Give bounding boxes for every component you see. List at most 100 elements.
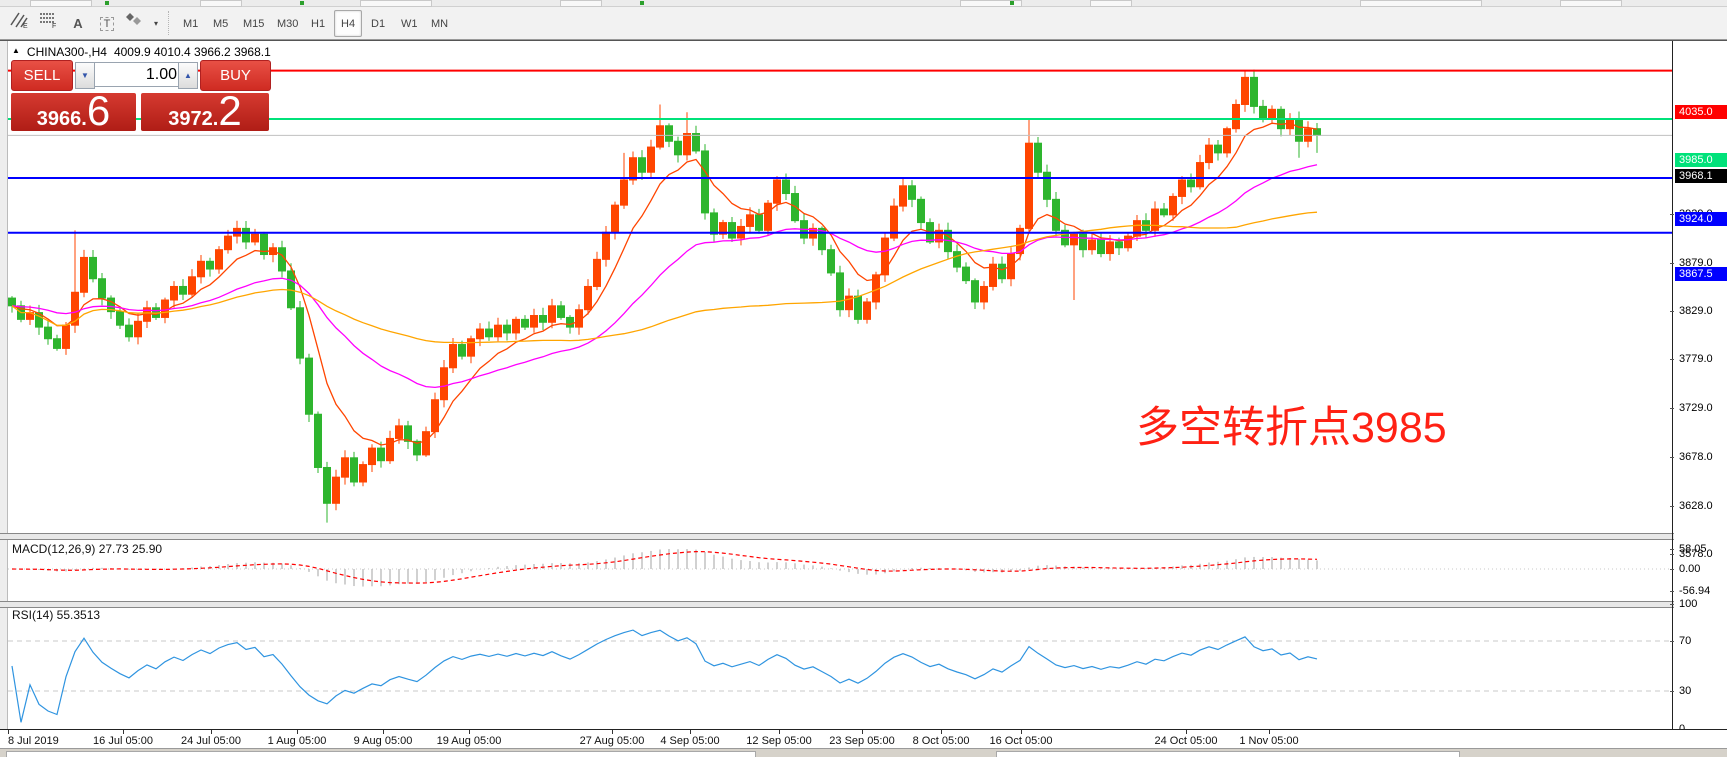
candle-body: [746, 214, 754, 227]
timeframe-m15-button[interactable]: M15: [243, 17, 265, 30]
timeframe-m30-button[interactable]: M30: [277, 17, 299, 30]
candle-body: [710, 212, 718, 235]
timeframe-w1-button[interactable]: W1: [401, 17, 418, 30]
candle-body: [953, 251, 961, 268]
candle-body: [1115, 241, 1123, 249]
volume-increase-button[interactable]: ▲: [178, 62, 198, 89]
toolbar-separator: [168, 11, 170, 35]
candle-body: [665, 125, 673, 142]
buy-price-dot: .: [212, 108, 219, 130]
timeframe-m5-button[interactable]: M5: [213, 17, 229, 30]
buy-button[interactable]: BUY: [200, 60, 271, 91]
candle-body: [1232, 103, 1240, 130]
timeframe-d1-button[interactable]: D1: [371, 17, 386, 30]
ma-slow-line: [11, 211, 1318, 344]
candle-body: [395, 425, 403, 439]
one-click-trade-panel: SELL ▼ ▲ BUY 3966.6 3972.2: [11, 60, 271, 132]
candle-body: [647, 146, 655, 173]
sell-price-display[interactable]: 3966. 6: [11, 90, 136, 132]
panel-splitter-rsi[interactable]: [0, 601, 1727, 608]
rsi-panel-chart[interactable]: [0, 607, 1672, 729]
price-tick-3779.0: 3779.0: [1679, 353, 1713, 366]
candle-body: [674, 140, 682, 156]
time-tick: 23 Sep 05:00: [829, 735, 895, 747]
time-tick: 16 Jul 05:00: [93, 735, 153, 747]
candle-body: [683, 133, 691, 156]
candle-body: [80, 256, 88, 293]
price-tick-3729.0: 3729.0: [1679, 401, 1713, 414]
price-tick-3829.0: 3829.0: [1679, 305, 1713, 317]
macd-label: MACD(12,26,9) 27.73 25.90: [12, 542, 163, 556]
pitchfork-icon[interactable]: E: [8, 10, 36, 37]
candle-body: [962, 266, 970, 282]
candle-body: [1241, 76, 1249, 105]
volume-decrease-button[interactable]: ▼: [75, 62, 95, 89]
candle-body: [782, 179, 790, 195]
candle-body: [314, 413, 322, 468]
main-price-chart[interactable]: [0, 41, 1672, 531]
text-a-icon[interactable]: A: [73, 16, 83, 31]
time-tick: 24 Jul 05:00: [181, 735, 241, 747]
candle-body: [44, 326, 52, 340]
timeframe-h4-button[interactable]: H4: [334, 10, 363, 37]
scale-divider: [1672, 41, 1673, 729]
candle-body: [215, 249, 223, 270]
macd-panel-chart[interactable]: [0, 542, 1672, 600]
timeframe-mn-button[interactable]: MN: [431, 17, 449, 30]
macd-signal-line: [11, 550, 1318, 584]
rsi-tick-70: 70: [1679, 635, 1692, 647]
volume-input[interactable]: [94, 62, 184, 87]
rsi-line: [11, 629, 1318, 723]
candle-body: [557, 305, 565, 318]
buy-price-display[interactable]: 3972. 2: [141, 90, 269, 132]
dropdown-caret-icon[interactable]: ▾: [153, 19, 158, 28]
candle-body: [755, 214, 763, 231]
candle-body: [998, 263, 1006, 280]
time-tick: 12 Sep 05:00: [746, 735, 812, 747]
candle-body: [1016, 227, 1024, 255]
timeframe-h1-button[interactable]: H1: [311, 17, 326, 30]
chart-window: ▲ CHINA300-,H4 4009.9 4010.4 3966.2 3968…: [0, 40, 1727, 749]
collapse-arrow-icon[interactable]: ▲: [12, 46, 20, 55]
candle-body: [890, 205, 898, 239]
candle-body: [170, 285, 178, 301]
candle-body: [1025, 142, 1033, 229]
candle-body: [53, 338, 61, 349]
time-tick: 8 Oct 05:00: [912, 735, 970, 747]
svg-text:F: F: [52, 23, 56, 29]
candle-body: [899, 185, 907, 207]
candle-body: [1160, 208, 1168, 216]
candle-body: [35, 312, 43, 328]
price-scale[interactable]: 3929.03879.03829.03779.03729.03678.03628…: [1670, 41, 1727, 735]
candle-body: [359, 464, 367, 483]
candle-body: [863, 301, 871, 320]
ma-fast-line: [11, 122, 1318, 446]
timeframe-m1-button[interactable]: M1: [183, 17, 199, 30]
candle-body: [719, 222, 727, 235]
time-tick: 1 Nov 05:00: [1239, 735, 1299, 747]
rsi-tick-100: 100: [1679, 597, 1698, 610]
candle-body: [323, 466, 331, 504]
time-scale[interactable]: 8 Jul 2019 16 Jul 05:00 24 Jul 05:00 1 Aug …: [0, 729, 1727, 749]
candle-body: [1052, 198, 1060, 231]
fibo-grid-icon[interactable]: F: [38, 10, 66, 37]
cycle-tools-icon[interactable]: [124, 10, 150, 37]
candle-body: [467, 338, 475, 357]
candle-body: [134, 320, 142, 338]
candle-body: [845, 295, 853, 311]
candle-body: [1295, 118, 1303, 142]
rsi-tick-0: 0: [1679, 723, 1685, 735]
candle-body: [341, 457, 349, 478]
candle-body: [521, 318, 529, 328]
candle-body: [98, 278, 106, 299]
sell-price-int: 3966: [36, 108, 82, 130]
candle-body: [1106, 241, 1114, 255]
candle-body: [377, 447, 385, 462]
panel-splitter-macd[interactable]: [0, 533, 1727, 540]
time-tick: 27 Aug 05:00: [579, 735, 645, 747]
candle-body: [224, 235, 232, 251]
candle-body: [125, 324, 133, 338]
text-label-icon[interactable]: T: [94, 10, 120, 37]
sell-button[interactable]: SELL: [11, 60, 73, 91]
